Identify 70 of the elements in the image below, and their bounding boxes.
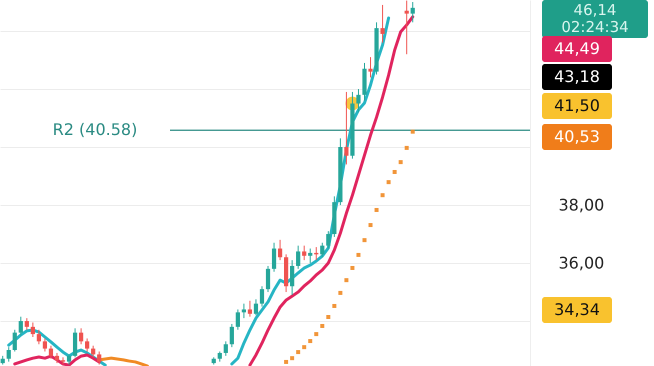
text: 34,34: [554, 300, 600, 319]
candlestick: [218, 351, 222, 362]
text: 44,49: [554, 39, 600, 58]
point: [308, 339, 312, 344]
candlestick: [85, 338, 90, 352]
candlestick: [290, 260, 294, 296]
ref-line-label: R2 (40.58): [52, 120, 138, 140]
candlestick: [97, 351, 102, 366]
candlestick: [296, 245, 300, 270]
candlestick: [308, 248, 312, 264]
y-tick-label: 36,00: [558, 254, 604, 273]
point: [344, 278, 348, 282]
point: [284, 360, 288, 364]
candlestick: [380, 4, 385, 44]
candlestick: [314, 246, 318, 261]
candlestick: [230, 323, 234, 348]
candlestick: [78, 328, 84, 345]
candlestick: [24, 318, 29, 330]
candlestick: [326, 230, 330, 250]
candlestick: [42, 338, 48, 352]
point: [338, 290, 342, 295]
text: 41,50: [554, 96, 600, 115]
text: 46,14: [574, 1, 616, 19]
candlestick: [242, 303, 246, 319]
candlestick: [236, 308, 240, 330]
candlestick: [272, 242, 276, 272]
point: [398, 160, 403, 164]
point: [386, 180, 391, 184]
candlestick: [356, 88, 361, 113]
text: 02:24:34: [561, 18, 629, 36]
candlestick: [48, 345, 54, 360]
point: [326, 314, 330, 319]
candlestick: [30, 322, 35, 338]
point: [332, 304, 336, 308]
candlestick: [344, 91, 349, 165]
point: [362, 238, 366, 242]
candlestick: [410, 2, 415, 23]
point: [380, 193, 385, 198]
y-tick-label: 38,00: [558, 196, 604, 215]
candlestick: [302, 245, 306, 261]
candlestick: [278, 239, 282, 261]
text: 40,53: [554, 127, 600, 146]
candlestick: [72, 328, 78, 358]
point: [374, 208, 379, 212]
point: [302, 345, 306, 350]
point: [392, 170, 397, 174]
candlestick: [91, 345, 96, 358]
point: [404, 146, 409, 150]
point: [410, 130, 415, 134]
candlestick: [18, 316, 23, 336]
candlestick: [266, 265, 270, 293]
candlestick: [12, 329, 17, 352]
candlestick: [66, 354, 72, 366]
point: [350, 266, 354, 270]
point: [314, 332, 318, 336]
point: [356, 252, 360, 257]
candlestick: [404, 0, 409, 55]
candlestick: [260, 286, 264, 308]
point: [296, 350, 300, 354]
point: [290, 356, 294, 360]
candlestick: [248, 300, 252, 318]
point: [368, 223, 373, 228]
candlestick: [368, 56, 373, 78]
candlestick: [36, 329, 41, 345]
text: 43,18: [554, 67, 600, 86]
point: [320, 324, 324, 328]
candlestick: [224, 340, 228, 356]
candlestick: [254, 298, 258, 316]
candlestick: [6, 346, 11, 362]
candlestick: [320, 242, 324, 258]
